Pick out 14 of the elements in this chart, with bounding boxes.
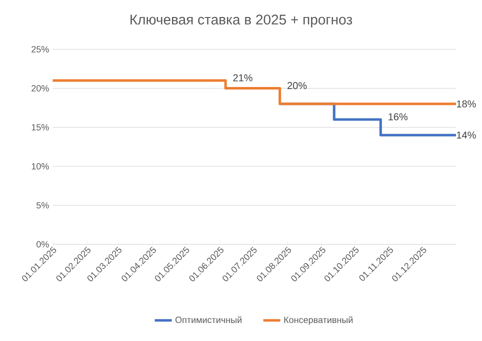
legend-label: Оптимистичный — [175, 316, 242, 324]
annotation: 14% — [456, 132, 476, 139]
y-tick-label: 25% — [32, 46, 49, 52]
annotation: 16% — [388, 113, 408, 120]
y-tick-label: 5% — [36, 202, 49, 208]
y-tick-label: 20% — [32, 85, 49, 92]
y-tick-label: 15% — [32, 124, 49, 130]
legend-label: Консервативный — [284, 316, 353, 325]
y-tick-label: 10% — [32, 163, 49, 170]
annotation: 20% — [288, 82, 307, 90]
chart-title: Ключевая ставка в 2025 + прогноз — [130, 14, 352, 28]
y-tick-label: 0% — [36, 241, 49, 248]
annotation: 21% — [233, 74, 252, 82]
annotation: 18% — [456, 100, 476, 108]
